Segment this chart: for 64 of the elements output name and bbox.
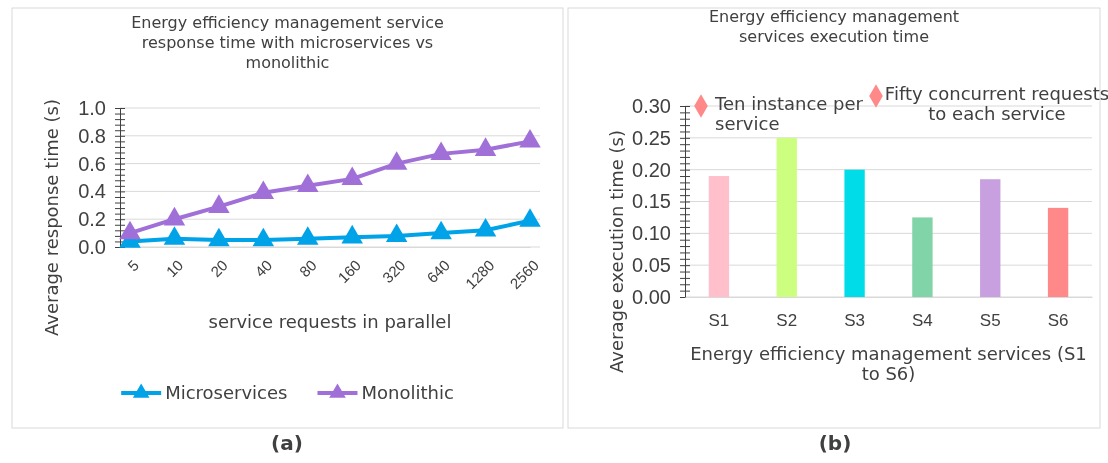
y-tick-label: 0.4 <box>78 180 106 203</box>
x-tick-label: S6 <box>1047 310 1069 330</box>
x-tick-label: 80 <box>295 256 320 281</box>
x-tick-label: S4 <box>912 310 933 330</box>
x-axis-title: service requests in parallel <box>208 311 452 332</box>
y-tick-label: 1.0 <box>78 96 106 119</box>
x-axis-title: Energy efficiency management services (S1 to S6) <box>690 343 1087 384</box>
point <box>430 141 452 161</box>
y-tick-label: 0.10 <box>632 222 671 245</box>
x-tick-label: S5 <box>979 310 1001 330</box>
point <box>474 217 497 237</box>
y-tick-label: 0.15 <box>632 190 671 213</box>
y-tick-label: 0.20 <box>632 158 671 181</box>
point <box>341 224 363 244</box>
point <box>208 194 230 213</box>
annotation: Ten instance per service <box>714 93 864 134</box>
text: (a) <box>271 431 303 455</box>
point <box>252 180 275 199</box>
point <box>297 226 319 245</box>
x-tick-label: S1 <box>708 310 730 330</box>
x-tick-label: 40 <box>251 256 276 281</box>
point <box>385 151 408 170</box>
point <box>119 220 141 240</box>
legend-label: Microservices <box>165 382 288 404</box>
point <box>341 166 363 186</box>
chart-title: Energy efficiency management service response time with microservices vs monolithic <box>131 13 444 72</box>
y-tick-label: 0.8 <box>78 124 106 147</box>
x-tick-label: S2 <box>776 310 798 330</box>
y-tick-label: 0.6 <box>78 152 106 175</box>
point <box>430 220 452 240</box>
y-axis-title: Average response time (s) <box>41 99 62 336</box>
y-axis-title: Average execution time (s) <box>606 130 627 373</box>
chart-title: Energy efficiency management services execution time <box>708 7 960 46</box>
text: (b) <box>818 431 852 455</box>
x-tick-label: 20 <box>206 256 231 281</box>
annotation: Fifty concurrent requests to each service <box>884 83 1108 124</box>
x-tick-label: 640 <box>423 256 454 287</box>
y-tick-label: 0.25 <box>632 126 671 149</box>
point <box>474 137 497 156</box>
bar <box>980 179 1001 297</box>
x-tick-label: 320 <box>378 256 409 287</box>
point <box>385 223 408 243</box>
y-tick-label: 0.05 <box>632 254 671 277</box>
x-tick-label: S3 <box>844 310 865 330</box>
bar <box>776 137 797 297</box>
point <box>163 226 186 245</box>
legend-label: Monolithic <box>361 382 454 404</box>
point <box>519 208 541 227</box>
y-tick-label: 0.00 <box>632 285 671 308</box>
bar <box>912 217 933 297</box>
x-tick-label: 10 <box>162 256 187 281</box>
y-tick-label: 0.2 <box>78 208 106 231</box>
bar <box>844 169 865 297</box>
bar <box>1047 207 1069 297</box>
x-tick-label: 5 <box>124 256 142 275</box>
point <box>163 206 186 226</box>
point <box>208 227 230 247</box>
x-tick-label: 160 <box>334 256 365 287</box>
y-tick-label: 0.0 <box>78 235 106 258</box>
point <box>519 128 541 148</box>
point <box>252 227 275 247</box>
bar <box>708 176 730 297</box>
point <box>297 173 319 193</box>
y-tick-label: 0.30 <box>632 94 671 117</box>
